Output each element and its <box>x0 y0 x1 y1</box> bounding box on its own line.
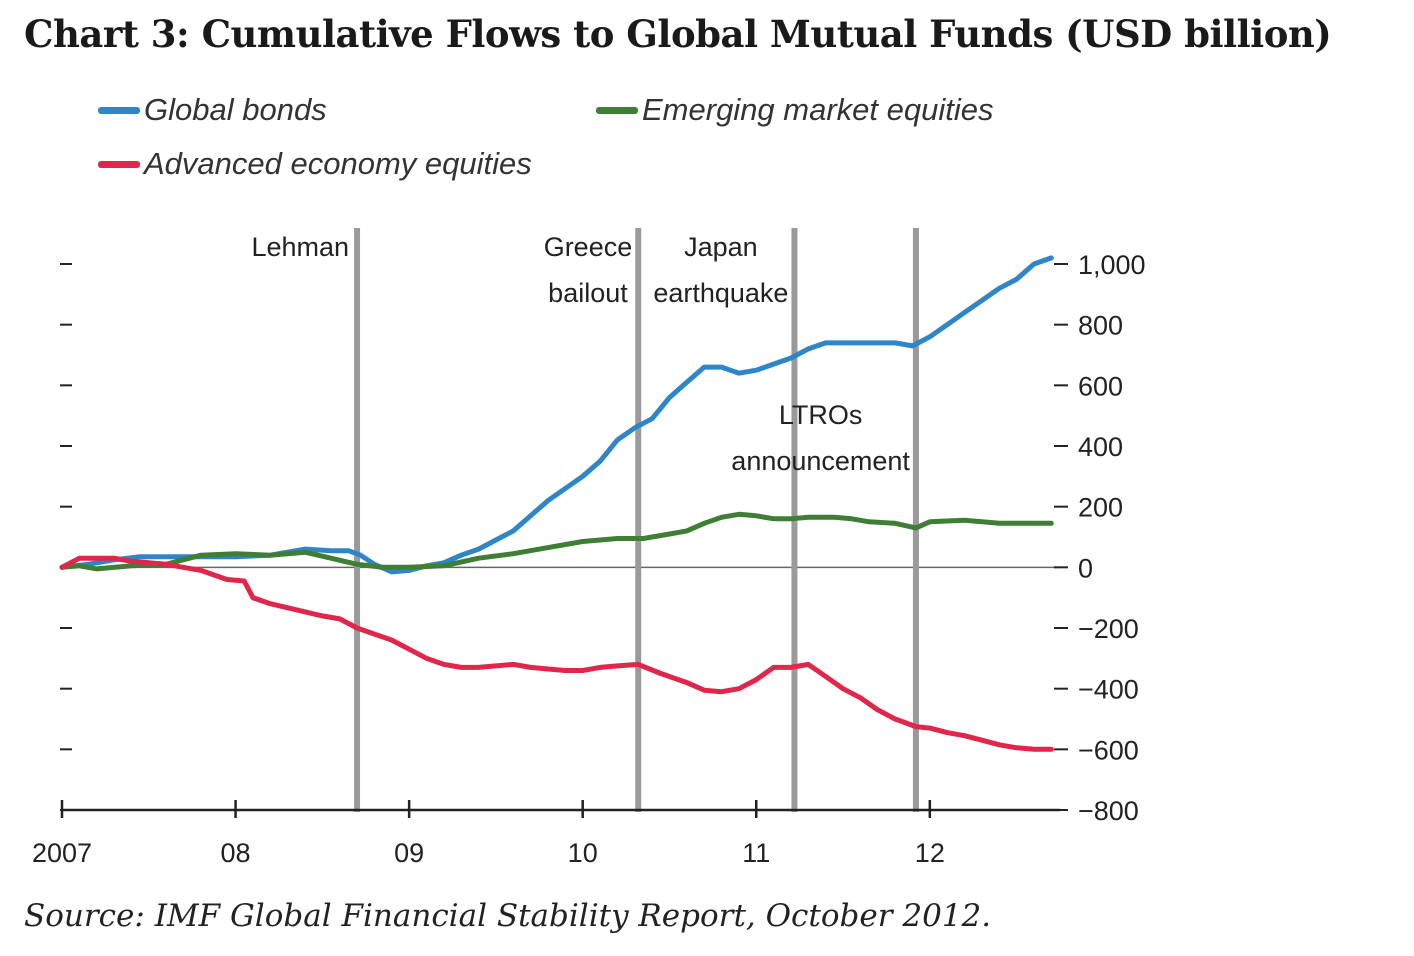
legend-item-ae-equities: Advanced economy equities <box>98 146 532 182</box>
y-tick-label-neg600: −600 <box>1078 735 1139 765</box>
chart-title: Chart 3: Cumulative Flows to Global Mutu… <box>24 12 1332 56</box>
legend-swatch-global-bonds <box>98 106 140 114</box>
event-label-greece-2: bailout <box>548 278 628 308</box>
series-line-ae-equities <box>59 555 1054 752</box>
y-tick-label-neg400: −400 <box>1078 675 1139 705</box>
event-label-ltros-2: announcement <box>731 446 910 476</box>
event-label-japan-1: Japan <box>684 232 758 262</box>
y-tick-label-0: 0 <box>1078 553 1093 583</box>
series-line-em-equities <box>59 511 1054 572</box>
y-tick-label-neg800: −800 <box>1078 796 1139 826</box>
legend-item-em-equities: Emerging market equities <box>596 92 994 128</box>
legend-item-global-bonds: Global bonds <box>98 92 327 128</box>
legend-swatch-ae-equities <box>98 160 140 168</box>
x-tick-label-08: 08 <box>221 838 251 868</box>
y-tick-label-600: 600 <box>1078 371 1123 401</box>
event-label-japan-2: earthquake <box>653 278 788 308</box>
legend-label-em-equities: Emerging market equities <box>642 92 994 127</box>
source-note: Source: IMF Global Financial Stability R… <box>24 898 992 934</box>
y-tick-label-200: 200 <box>1078 493 1123 523</box>
event-label-greece-1: Greece <box>544 232 633 262</box>
event-label-ltros-1: LTROs <box>779 400 863 430</box>
y-tick-label-1000: 1,000 <box>1078 250 1146 280</box>
y-tick-label-400: 400 <box>1078 432 1123 462</box>
legend-label-global-bonds: Global bonds <box>144 92 327 127</box>
y-tick-label-800: 800 <box>1078 311 1123 341</box>
y-tick-label-neg200: −200 <box>1078 614 1139 644</box>
event-label-lehman-1: Lehman <box>251 232 349 262</box>
legend-label-ae-equities: Advanced economy equities <box>144 146 532 181</box>
x-tick-label-12: 12 <box>915 838 945 868</box>
x-tick-label-09: 09 <box>394 838 424 868</box>
x-tick-label-11: 11 <box>742 838 770 868</box>
legend-swatch-em-equities <box>596 106 638 114</box>
x-tick-label-10: 10 <box>568 838 598 868</box>
series-line-global-bonds <box>59 255 1054 575</box>
x-tick-label-2007: 2007 <box>32 838 92 868</box>
